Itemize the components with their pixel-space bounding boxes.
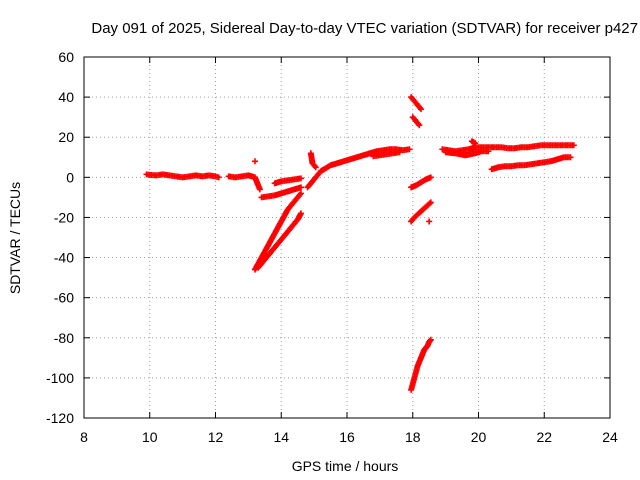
x-tick-label: 18 — [405, 429, 421, 445]
data-series-arc-14 — [408, 199, 434, 225]
plot-frame — [83, 56, 611, 419]
data-series-arc-10 — [370, 149, 403, 160]
x-tick-label: 14 — [273, 429, 289, 445]
data-series-arc-8 — [307, 150, 319, 171]
data-series-arc-1 — [143, 171, 222, 181]
data-point — [427, 336, 434, 343]
x-tick-label: 8 — [80, 429, 88, 445]
data-point — [396, 149, 403, 156]
data-point — [256, 186, 263, 193]
data-series-arc-20 — [488, 154, 574, 173]
data-point — [297, 190, 304, 197]
x-axis-label: GPS time / hours — [292, 458, 399, 474]
y-axis-label: SDTVAR / TECUs — [7, 182, 23, 294]
data-point — [426, 218, 433, 225]
data-point — [427, 174, 434, 181]
data-series-arc-19 — [468, 138, 479, 147]
data-point — [406, 146, 413, 153]
data-point — [297, 184, 304, 191]
data-series-arc-6 — [251, 190, 304, 273]
data-series-arc-12 — [409, 114, 423, 129]
y-tick-label: -60 — [54, 290, 74, 306]
data-point — [472, 140, 479, 147]
y-tick-labels: 60 40 20 0 -20 -40 -60 -80 -100 -120 — [46, 49, 74, 426]
y-tick-label: 40 — [58, 89, 74, 105]
data-point — [427, 337, 434, 344]
data-series-arc-13 — [408, 174, 434, 191]
data-points — [143, 94, 577, 393]
y-tick-label: -100 — [46, 370, 74, 386]
x-tick-label: 12 — [208, 429, 224, 445]
data-series-arc-3 — [251, 158, 258, 165]
data-point — [426, 200, 433, 207]
chart-title: Day 091 of 2025, Sidereal Day-to-day VTE… — [91, 20, 638, 37]
data-series-arc-5 — [271, 175, 304, 187]
data-point — [297, 210, 304, 217]
data-point — [427, 199, 434, 206]
x-tick-label: 16 — [339, 429, 355, 445]
x-tick-label: 20 — [471, 429, 487, 445]
data-series-arc-11 — [408, 94, 424, 113]
grid-lines — [84, 57, 610, 418]
data-point — [251, 158, 258, 165]
y-tick-label: 0 — [66, 169, 74, 185]
data-series-arc-7 — [255, 210, 304, 271]
data-series-arc-16 — [408, 336, 434, 393]
data-series-arc-15 — [426, 218, 433, 225]
y-tick-label: -20 — [54, 209, 74, 225]
y-tick-label: 20 — [58, 129, 74, 145]
data-point — [312, 164, 319, 171]
data-point — [416, 122, 423, 129]
x-tick-labels: 8 10 12 14 16 18 20 22 24 — [80, 429, 618, 445]
data-point — [567, 154, 574, 161]
y-tick-label: -120 — [46, 410, 74, 426]
data-series-arc-2 — [225, 172, 263, 193]
y-tick-label: -80 — [54, 330, 74, 346]
x-tick-label: 10 — [142, 429, 158, 445]
data-point — [570, 142, 577, 149]
data-point — [485, 148, 492, 155]
data-series-arc-18 — [442, 148, 492, 159]
data-point — [417, 106, 424, 113]
data-point — [215, 174, 222, 181]
y-tick-label: -40 — [54, 250, 74, 266]
data-point — [297, 175, 304, 182]
x-tick-label: 22 — [536, 429, 552, 445]
y-tick-label: 60 — [58, 49, 74, 65]
data-series-arc-4 — [258, 184, 304, 201]
x-tick-label: 24 — [602, 429, 618, 445]
